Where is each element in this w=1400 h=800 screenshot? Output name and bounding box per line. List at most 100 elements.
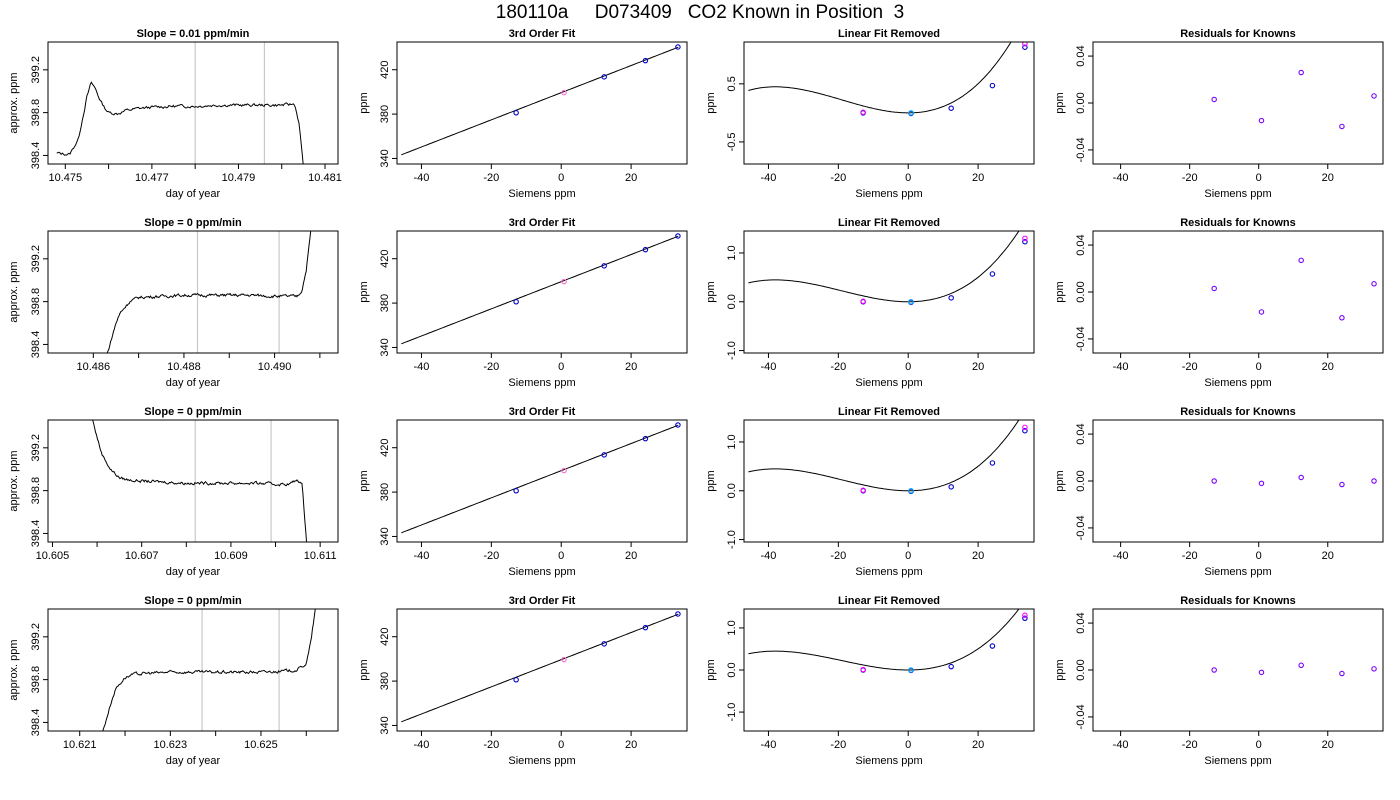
x-axis-label: Siemens ppm: [508, 188, 575, 200]
data-point: [1258, 309, 1265, 315]
data-point: [948, 663, 954, 670]
panel-title: Slope = 0 ppm/min: [144, 217, 242, 229]
data-trace-line: [92, 420, 308, 542]
x-tick-label: -40: [761, 739, 777, 751]
x-axis-label: Siemens ppm: [508, 377, 575, 389]
data-point: [1211, 667, 1217, 673]
y-axis-label: ppm: [1054, 470, 1066, 491]
y-tick-label: 420: [379, 439, 391, 457]
panel-title: 3rd Order Fit: [509, 217, 576, 229]
y-tick-label: -0.04: [1075, 326, 1087, 351]
x-tick-label: 0: [905, 739, 911, 751]
panel-3-1: 3rd Order Fit -40 -20 0 20 340 380 420 Siemens p…: [358, 595, 688, 767]
data-point: [1258, 117, 1265, 124]
data-point: [675, 233, 681, 239]
y-tick-label: 0.0: [726, 483, 738, 498]
x-tick-label: -20: [1182, 172, 1198, 184]
y-axis-label: approx. ppm: [8, 639, 20, 700]
y-axis-label: approx. ppm: [8, 72, 20, 133]
data-point: [561, 467, 567, 474]
y-tick-label: 0.00: [1075, 281, 1087, 302]
data-point: [561, 656, 567, 663]
x-tick-label: 20: [625, 550, 637, 562]
data-point: [642, 435, 649, 442]
data-point: [1022, 427, 1028, 434]
y-tick-label: 0.00: [1075, 659, 1087, 680]
panel-title: Linear Fit Removed: [838, 217, 940, 229]
panel-title: Residuals for Knowns: [1180, 406, 1296, 418]
y-axis-label: ppm: [358, 659, 370, 680]
x-tick-label: -20: [1182, 739, 1198, 751]
plot-frame: [47, 230, 339, 354]
data-point: [601, 74, 607, 80]
panel-0-3: Residuals for Knowns -40 -20 0 20 -0.04 0.00 0.…: [1054, 28, 1384, 200]
panel-title: Slope = 0 ppm/min: [144, 406, 242, 418]
fit-curve: [748, 42, 1012, 114]
y-axis-label: ppm: [1054, 92, 1066, 113]
x-tick-label: 10.481: [308, 172, 342, 184]
data-point: [948, 295, 954, 301]
panel-2-0: Slope = 0 ppm/min 10.605 10.607 10.609 10.61…: [8, 406, 339, 578]
panel-title: Residuals for Knowns: [1180, 28, 1296, 40]
x-tick-label: 0: [905, 550, 911, 562]
y-axis-label: ppm: [358, 92, 370, 113]
plot-frame: [743, 230, 1035, 354]
x-axis-label: Siemens ppm: [855, 188, 922, 200]
panel-title: Slope = 0 ppm/min: [144, 595, 242, 607]
x-tick-label: 10.488: [167, 361, 201, 373]
data-point: [1371, 478, 1377, 484]
y-tick-label: 0.04: [1075, 234, 1087, 255]
data-point: [860, 109, 866, 116]
x-tick-label: 0: [1256, 361, 1262, 373]
data-trace-line: [106, 231, 312, 353]
x-tick-label: -20: [1182, 361, 1198, 373]
y-axis-label: ppm: [1054, 659, 1066, 680]
panel-2-2: Linear Fit Removed -40 -20 0 20 -1.0 0.0 1.0 Sie…: [705, 406, 1035, 578]
y-tick-label: 398.4: [30, 520, 42, 548]
x-tick-label: 20: [972, 172, 984, 184]
y-tick-label: 1.0: [726, 434, 738, 449]
x-tick-label: -40: [414, 361, 430, 373]
fit-curve: [401, 235, 679, 345]
y-tick-label: 340: [379, 527, 391, 545]
data-point: [1298, 257, 1304, 264]
x-tick-label: 0: [558, 550, 564, 562]
x-axis-label: Siemens ppm: [855, 377, 922, 389]
panel-title: Residuals for Knowns: [1180, 595, 1296, 607]
x-tick-label: -40: [1113, 550, 1129, 562]
panel-1-3: Residuals for Knowns -40 -20 0 20 -0.04 0.00 0.…: [1054, 217, 1384, 389]
x-tick-label: -40: [414, 739, 430, 751]
data-point: [1211, 285, 1217, 292]
data-point: [908, 488, 914, 494]
data-point: [1371, 666, 1377, 672]
x-tick-label: 0: [905, 361, 911, 373]
data-point: [642, 624, 649, 631]
y-axis-label: ppm: [705, 92, 717, 113]
data-point: [1371, 281, 1377, 287]
data-point: [1339, 123, 1345, 130]
plot-frame: [1092, 419, 1384, 543]
panel-title: Linear Fit Removed: [838, 406, 940, 418]
x-tick-label: 0: [905, 172, 911, 184]
data-point: [601, 452, 607, 458]
plot-frame: [47, 608, 339, 732]
data-point: [1022, 235, 1028, 242]
data-point: [1211, 96, 1217, 103]
data-point: [601, 263, 607, 269]
y-tick-label: 1.0: [726, 245, 738, 260]
data-point: [642, 246, 649, 253]
x-tick-label: 10.625: [244, 739, 278, 751]
plot-frame: [1092, 41, 1384, 165]
x-tick-label: -40: [761, 172, 777, 184]
y-tick-label: 0.04: [1075, 423, 1087, 444]
plot-frame: [47, 41, 339, 165]
data-point: [513, 488, 519, 494]
plot-frame: [1092, 230, 1384, 354]
x-axis-label: Siemens ppm: [1204, 566, 1271, 578]
x-tick-label: 10.611: [304, 550, 337, 562]
y-tick-label: 398.4: [30, 142, 42, 170]
data-point: [675, 44, 681, 50]
plot-frame: [396, 41, 688, 165]
plot-frame: [396, 608, 688, 732]
fit-curve: [401, 46, 679, 156]
